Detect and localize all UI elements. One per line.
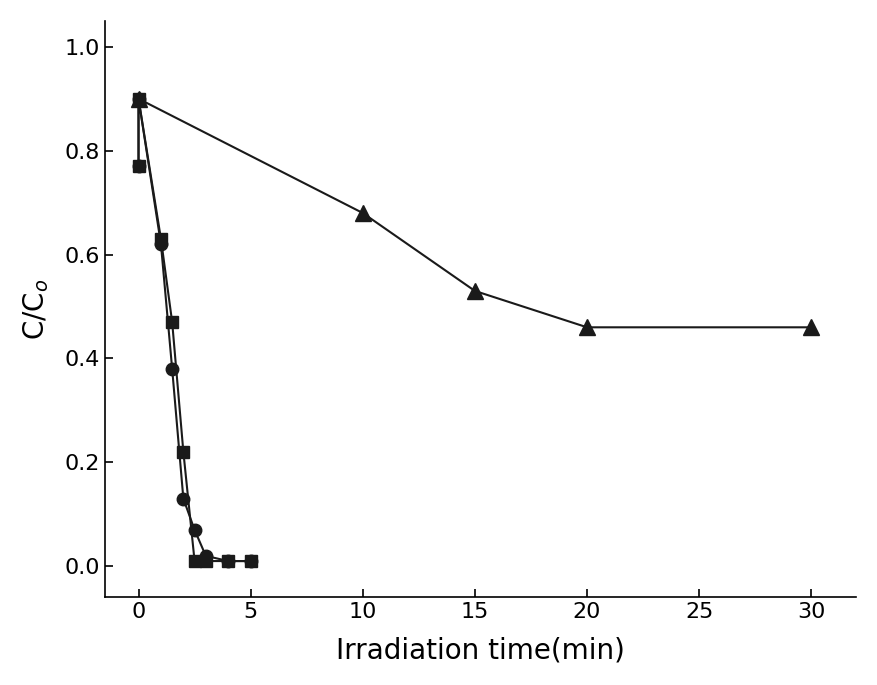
Y-axis label: C/C$_o$: C/C$_o$ <box>21 278 51 340</box>
X-axis label: Irradiation time(min): Irradiation time(min) <box>336 636 625 664</box>
